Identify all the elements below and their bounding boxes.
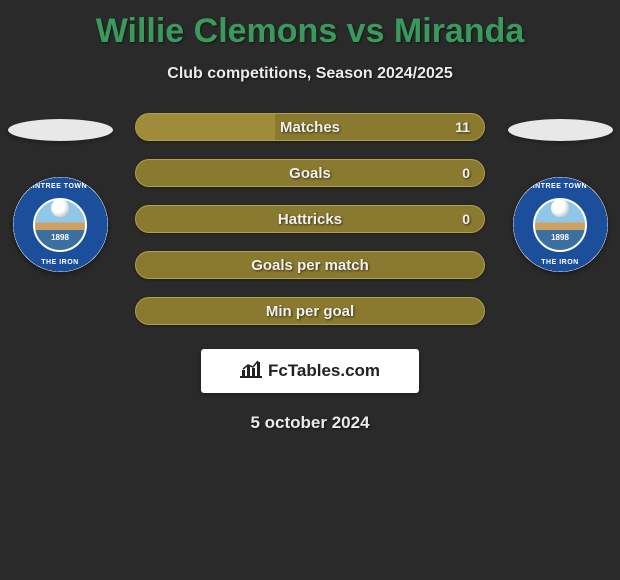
stat-row: Goals 0: [135, 159, 485, 187]
footer-brand-text: FcTables.com: [268, 361, 380, 381]
chart-icon: [240, 360, 262, 383]
stat-row: Goals per match: [135, 251, 485, 279]
badge-bottom-text: THE IRON: [513, 259, 608, 266]
stat-label: Goals per match: [251, 257, 369, 274]
club-badge-left: BRAINTREE TOWN F.C. 1898 THE IRON: [13, 177, 108, 272]
badge-year: 1898: [13, 233, 108, 242]
badge-top-text: BRAINTREE TOWN F.C.: [13, 183, 108, 190]
flag-icon: [8, 119, 113, 141]
stat-row: Matches 11: [135, 113, 485, 141]
page-title: Willie Clemons vs Miranda: [0, 0, 620, 51]
page-subtitle: Club competitions, Season 2024/2025: [0, 65, 620, 83]
player-left-column: BRAINTREE TOWN F.C. 1898 THE IRON: [0, 113, 120, 272]
footer-brand-box: FcTables.com: [201, 349, 419, 393]
player-right-column: BRAINTREE TOWN F.C. 1898 THE IRON: [500, 113, 620, 272]
badge-top-text: BRAINTREE TOWN F.C.: [513, 183, 608, 190]
stat-value: 11: [455, 119, 470, 135]
badge-bottom-text: THE IRON: [13, 259, 108, 266]
stat-label: Goals: [289, 165, 331, 182]
badge-year: 1898: [513, 233, 608, 242]
stat-value: 0: [462, 211, 470, 227]
stat-label: Matches: [280, 119, 340, 136]
stat-label: Hattricks: [278, 211, 342, 228]
stat-label: Min per goal: [266, 303, 354, 320]
stats-list: Matches 11 Goals 0 Hattricks 0 Goals per…: [135, 113, 485, 325]
badge-ball-icon: [51, 199, 69, 217]
stat-fill: [136, 114, 275, 140]
stat-value: 0: [462, 165, 470, 181]
badge-ball-icon: [551, 199, 569, 217]
footer-date: 5 october 2024: [0, 413, 620, 433]
flag-icon: [508, 119, 613, 141]
content-area: BRAINTREE TOWN F.C. 1898 THE IRON BRAINT…: [0, 113, 620, 433]
stat-row: Hattricks 0: [135, 205, 485, 233]
stat-row: Min per goal: [135, 297, 485, 325]
club-badge-right: BRAINTREE TOWN F.C. 1898 THE IRON: [513, 177, 608, 272]
